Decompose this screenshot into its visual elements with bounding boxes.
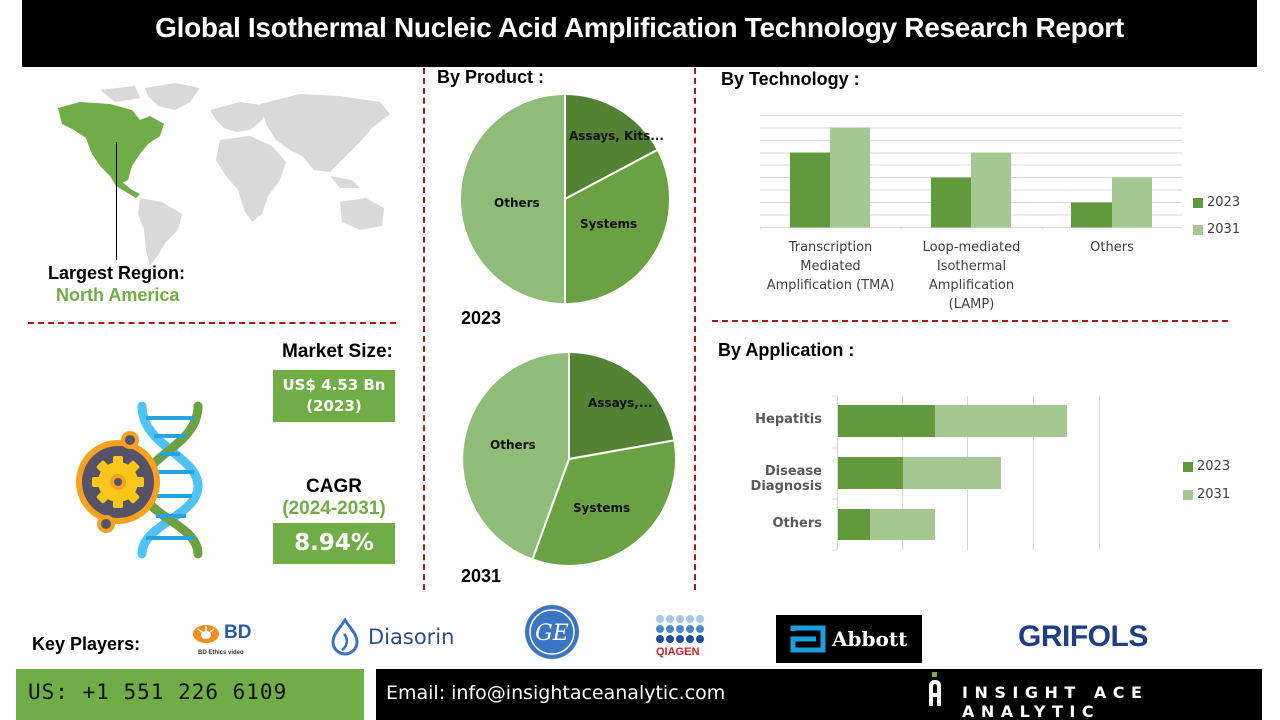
divider-region [28,322,396,324]
pie-2031-label-assays: Assays,... [588,396,653,410]
legend-swatch-2031 [1193,224,1203,235]
application-category-others: Others [772,516,823,531]
email-box [376,669,1262,720]
insightace-logo-icon [927,672,943,708]
world-map-icon [58,83,390,266]
cagr-value: 8.94% [273,523,395,564]
application-category-disease-diagnosis: Disease Diagnosis [750,464,822,494]
market-size-year: (2023) [306,397,362,415]
abbott-a-icon [790,625,826,653]
dna-gear-icon [70,396,210,560]
logo-bd: BD BD Ethics video [190,622,270,662]
application-bar-chart [830,394,1110,554]
world-map [40,80,400,270]
pie-2031-label-systems: Systems [573,501,631,515]
largest-region-label: Largest Region: [48,263,186,283]
market-size-value: US$ 4.53 Bn [282,376,386,394]
logo-grifols: GRIFOLS [1018,620,1148,653]
pie-2031-year: 2031 [461,566,502,586]
svg-text:GE: GE [535,621,569,646]
legend-swatch-2023 [1183,461,1193,472]
qiagen-dots-icon [656,615,704,643]
diasorin-drop-icon [331,618,359,656]
technology-section-title: By Technology : [721,69,860,89]
page-title: Global Isothermal Nucleic Acid Amplifica… [155,12,1124,43]
email-address[interactable]: Email: info@insightaceanalytic.com [386,682,726,704]
pie-2023-label-systems: Systems [580,217,638,231]
logo-abbott: Abbott [776,615,922,663]
ge-monogram-icon: GE [525,605,579,659]
market-size-label: Market Size: [282,341,393,362]
pie-2031-label-others: Others [490,438,536,452]
pie-chart-2031 [460,350,678,568]
product-section-title: By Product : [437,67,545,87]
pie-2023-label-assays: Assays, Kits... [569,129,664,143]
title-bar: Global Isothermal Nucleic Acid Amplifica… [22,0,1257,67]
application-category-hepatitis: Hepatitis [755,412,822,427]
largest-region-value: North America [56,285,180,305]
logo-ge: GE [524,604,580,660]
cagr-label: CAGR [306,476,362,497]
technology-bar-chart [759,110,1183,234]
technology-category-lamp: Loop-mediated Isothermal Amplification (… [922,240,1021,312]
bd-sunburst-icon [193,625,219,643]
divider-technology [712,320,1228,322]
region-pointer-line [116,142,117,260]
cagr-period: (2024-2031) [282,498,386,519]
logo-diasorin: Diasorin [330,618,470,658]
key-players-label: Key Players: [32,634,141,654]
phone-box [16,669,364,720]
application-legend-2031: 2031 [1183,487,1230,502]
divider-right [694,68,696,590]
legend-swatch-2031 [1183,489,1193,500]
technology-legend-2031: 2031 [1193,222,1240,237]
pie-2023-label-others: Others [494,196,540,210]
logo-qiagen: QIAGEN [654,614,710,662]
pie-2023-year: 2023 [461,308,502,328]
phone-number[interactable]: US: +1 551 226 6109 [28,680,288,704]
application-section-title: By Application : [718,340,855,360]
divider-left [423,68,425,590]
brand-name: INSIGHT ACE ANALYTIC [962,683,1149,720]
pie-chart-2023 [458,92,672,306]
application-legend-2023: 2023 [1183,459,1230,474]
technology-category-others: Others [1090,240,1134,255]
legend-swatch-2023 [1193,197,1203,208]
technology-legend-2023: 2023 [1193,195,1240,210]
market-size-box: US$ 4.53 Bn (2023) [273,370,395,422]
technology-category-tma: Transcription Mediated Amplification (TM… [766,240,895,293]
